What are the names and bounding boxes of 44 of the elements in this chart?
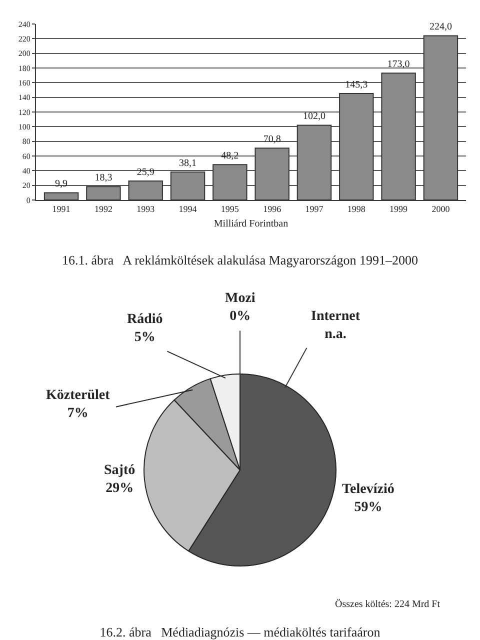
- y-tick-label: 180: [18, 64, 30, 73]
- text: 16.1. ábra A reklámköltések alakulása Magyarországon 1991–2000: [62, 252, 418, 268]
- category-label: Internet: [311, 309, 360, 324]
- x-tick-label: 1999: [390, 204, 408, 214]
- x-axis-title: Milliárd Forintban: [214, 218, 288, 230]
- slice-label: Televízió: [342, 482, 394, 497]
- x-tick-label: 1997: [305, 204, 324, 214]
- text: 16.2. ábra Médiadiagnózis — médiaköltés tarifaáron: [100, 624, 381, 640]
- text: Összes költés: 224 Mrd Ft: [335, 598, 440, 610]
- x-tick-label: 1994: [178, 204, 198, 214]
- x-tick-label: 1991: [52, 204, 70, 214]
- data-label: 102,0: [302, 111, 326, 122]
- y-tick-label: 100: [18, 122, 30, 132]
- text: 0%: [230, 309, 251, 324]
- y-tick-label: 80: [22, 137, 30, 146]
- y-tick-label: 220: [18, 34, 30, 44]
- x-tick-label: 1998: [347, 204, 366, 214]
- data-label: 224,0: [429, 22, 452, 33]
- y-tick-label: 140: [18, 93, 30, 102]
- data-label: 18,3: [94, 172, 112, 184]
- text: n.a.: [324, 327, 346, 342]
- slice-label: Közterület: [46, 388, 110, 403]
- data-label: 59%: [354, 500, 382, 516]
- x-tick-label: 1995: [220, 204, 240, 214]
- y-tick-label: 20: [22, 181, 30, 190]
- y-tick-label: 40: [22, 166, 30, 176]
- data-label: 173,0: [387, 59, 410, 70]
- x-tick-label: 1993: [136, 204, 156, 214]
- y-tick-label: 120: [18, 108, 30, 117]
- y-tick-label: 200: [18, 49, 30, 58]
- x-tick-label: 2000: [432, 204, 450, 214]
- slice-label: Sajtó: [104, 463, 136, 478]
- y-tick-label: 240: [18, 20, 30, 29]
- x-tick-label: 1992: [94, 204, 112, 214]
- data-label: 38,1: [179, 158, 197, 170]
- data-label: 29%: [106, 481, 134, 496]
- data-label: 5%: [134, 330, 156, 346]
- category-label: Mozi: [225, 291, 256, 306]
- y-tick-label: 0: [26, 196, 30, 205]
- slice-label: Rádió: [127, 312, 163, 327]
- y-tick-label: 160: [18, 78, 30, 88]
- y-tick-label: 60: [22, 152, 30, 161]
- x-tick-label: 1996: [263, 204, 282, 214]
- data-label: 7%: [67, 406, 88, 422]
